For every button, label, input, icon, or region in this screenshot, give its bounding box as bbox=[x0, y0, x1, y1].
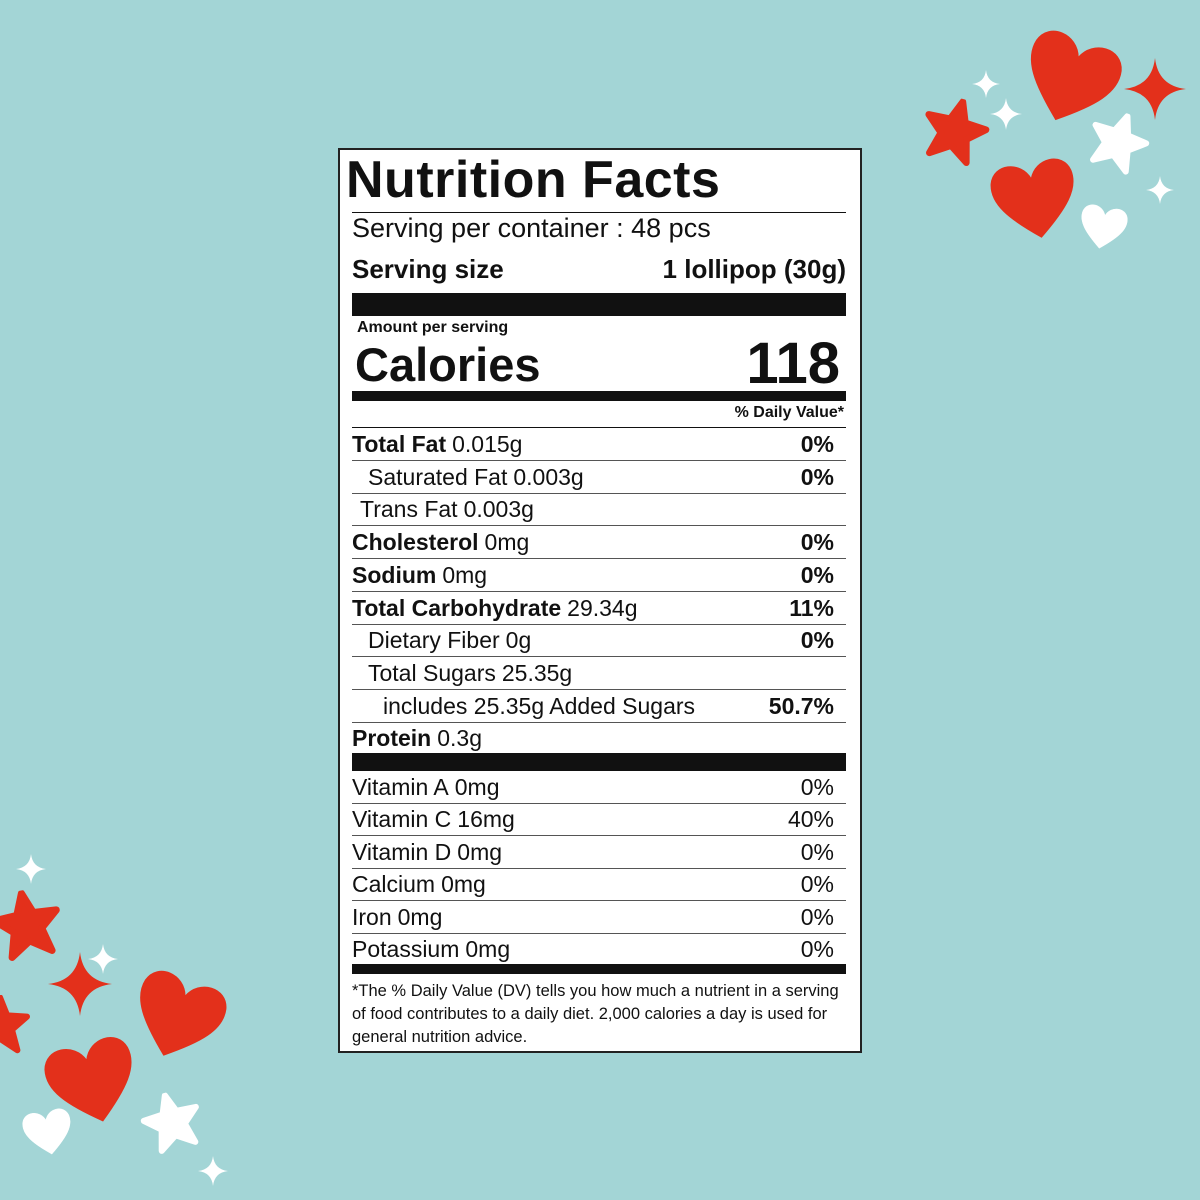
daily-value: 0% bbox=[800, 838, 834, 865]
daily-value: 0% bbox=[800, 561, 834, 588]
nutrient-name: Total Carbohydrate bbox=[352, 594, 562, 621]
nutrient-name: Protein bbox=[352, 725, 432, 752]
nutrient-name: Dietary Fiber bbox=[368, 627, 500, 654]
nutrient-amount: 0mg bbox=[442, 561, 488, 588]
nutrient-row: Iron 0mg 0% bbox=[352, 901, 846, 934]
nutrient-text: Total Carbohydrate 29.34g bbox=[352, 595, 638, 621]
nutrient-amount: 0mg bbox=[484, 529, 530, 556]
daily-value: 50.7% bbox=[768, 692, 834, 719]
nutrient-text: Potassium 0mg bbox=[352, 936, 510, 962]
nutrient-name: Calcium bbox=[352, 871, 436, 898]
nutrient-row: includes 25.35g Added Sugars 50.7% bbox=[352, 690, 846, 723]
nutrient-text: Total Fat 0.015g bbox=[352, 431, 522, 457]
nutrient-amount: 25.35g bbox=[501, 659, 573, 686]
daily-value: 0% bbox=[800, 936, 834, 962]
daily-value: 0% bbox=[800, 871, 834, 898]
daily-value: 0% bbox=[800, 529, 834, 556]
nutrient-row: Sodium 0mg 0% bbox=[352, 559, 846, 592]
nutrient-text: Trans Fat 0.003g bbox=[352, 496, 534, 522]
nutrient-name: Trans Fat bbox=[360, 496, 458, 523]
daily-value: 0% bbox=[800, 431, 834, 457]
divider bbox=[352, 427, 846, 428]
nutrient-amount: 29.34g bbox=[567, 594, 638, 621]
nutrient-row: Vitamin C 16mg 40% bbox=[352, 803, 846, 837]
nutrient-name: includes 25.35g Added Sugars bbox=[383, 692, 696, 719]
nutrient-amount: 0mg bbox=[397, 903, 443, 930]
calories-label: Calories bbox=[355, 338, 541, 391]
nutrient-row: Saturated Fat 0.003g 0% bbox=[352, 461, 846, 494]
thick-divider bbox=[352, 293, 846, 316]
nutrient-name: Saturated Fat bbox=[368, 463, 508, 490]
nutrient-text: Total Sugars 25.35g bbox=[352, 660, 572, 686]
nutrient-name: Total Sugars bbox=[368, 659, 496, 686]
label-title: Nutrition Facts bbox=[346, 151, 721, 209]
nutrient-text: Vitamin A 0mg bbox=[352, 774, 500, 800]
nutrient-row: Calcium 0mg 0% bbox=[352, 868, 846, 902]
nutrient-text: Calcium 0mg bbox=[352, 871, 486, 897]
daily-value: 0% bbox=[800, 774, 834, 800]
daily-value: 0% bbox=[800, 463, 834, 490]
nutrient-text: Sodium 0mg bbox=[352, 562, 487, 588]
nutrient-text: includes 25.35g Added Sugars bbox=[352, 693, 695, 719]
nutrient-amount: 0mg bbox=[454, 774, 500, 800]
nutrient-name: Potassium bbox=[352, 936, 460, 962]
thick-divider bbox=[352, 753, 846, 771]
serving-size-label: Serving size bbox=[352, 254, 504, 284]
nutrient-name: Cholesterol bbox=[352, 529, 479, 556]
nutrient-amount: 0.003g bbox=[463, 496, 534, 523]
daily-value: 0% bbox=[800, 627, 834, 654]
nutrient-amount: 0mg bbox=[441, 871, 486, 898]
daily-value-header: % Daily Value* bbox=[734, 404, 844, 421]
nutrient-text: Saturated Fat 0.003g bbox=[352, 464, 584, 490]
nutrient-amount: 0mg bbox=[465, 936, 511, 962]
amount-per-serving: Amount per serving bbox=[357, 319, 509, 336]
nutrient-row: Cholesterol 0mg 0% bbox=[352, 526, 846, 560]
nutrient-amount: 0.003g bbox=[513, 463, 584, 490]
nutrient-name: Vitamin A bbox=[352, 774, 449, 800]
thick-divider bbox=[352, 391, 846, 401]
servings-per-container: Serving per container : 48 pcs bbox=[352, 213, 711, 243]
nutrient-amount: 0.015g bbox=[452, 431, 523, 457]
nutrient-text: Vitamin C 16mg bbox=[352, 806, 515, 832]
nutrient-row: Protein 0.3g bbox=[352, 722, 846, 755]
daily-value: 40% bbox=[787, 806, 834, 833]
nutrient-row: Potassium 0mg 0% bbox=[352, 933, 846, 966]
nutrient-text: Protein 0.3g bbox=[352, 725, 482, 751]
nutrient-text: Dietary Fiber 0g bbox=[352, 627, 531, 653]
nutrient-text: Vitamin D 0mg bbox=[352, 839, 502, 865]
nutrient-row: Total Carbohydrate 29.34g 11% bbox=[352, 592, 846, 625]
divider bbox=[352, 212, 846, 213]
nutrient-row: Vitamin A 0mg 0% bbox=[352, 771, 846, 804]
nutrient-name: Total Fat bbox=[352, 431, 447, 457]
nutrient-name: Sodium bbox=[352, 561, 437, 588]
daily-value: 0% bbox=[800, 903, 834, 930]
nutrient-text: Iron 0mg bbox=[352, 904, 442, 930]
nutrient-name: Vitamin C bbox=[352, 806, 452, 833]
calories-value: 118 bbox=[746, 331, 840, 396]
nutrient-name: Vitamin D bbox=[352, 838, 452, 865]
nutrient-amount: 16mg bbox=[457, 806, 515, 833]
nutrient-row: Total Fat 0.015g 0% bbox=[352, 428, 846, 461]
thick-divider bbox=[352, 964, 846, 974]
nutrient-row: Trans Fat 0.003g bbox=[352, 493, 846, 527]
footnote: *The % Daily Value (DV) tells you how mu… bbox=[352, 982, 839, 1046]
nutrient-amount: 0.3g bbox=[437, 725, 482, 752]
nutrient-amount: 0mg bbox=[457, 838, 503, 865]
nutrient-text: Cholesterol 0mg bbox=[352, 529, 529, 555]
nutrient-row: Dietary Fiber 0g 0% bbox=[352, 624, 846, 658]
serving-size-value: 1 lollipop (30g) bbox=[662, 254, 846, 284]
nutrient-row: Vitamin D 0mg 0% bbox=[352, 836, 846, 869]
nutrient-name: Iron bbox=[352, 903, 392, 930]
daily-value: 11% bbox=[789, 594, 834, 621]
nutrient-amount: 0g bbox=[505, 627, 532, 654]
nutrient-row: Total Sugars 25.35g bbox=[352, 657, 846, 690]
